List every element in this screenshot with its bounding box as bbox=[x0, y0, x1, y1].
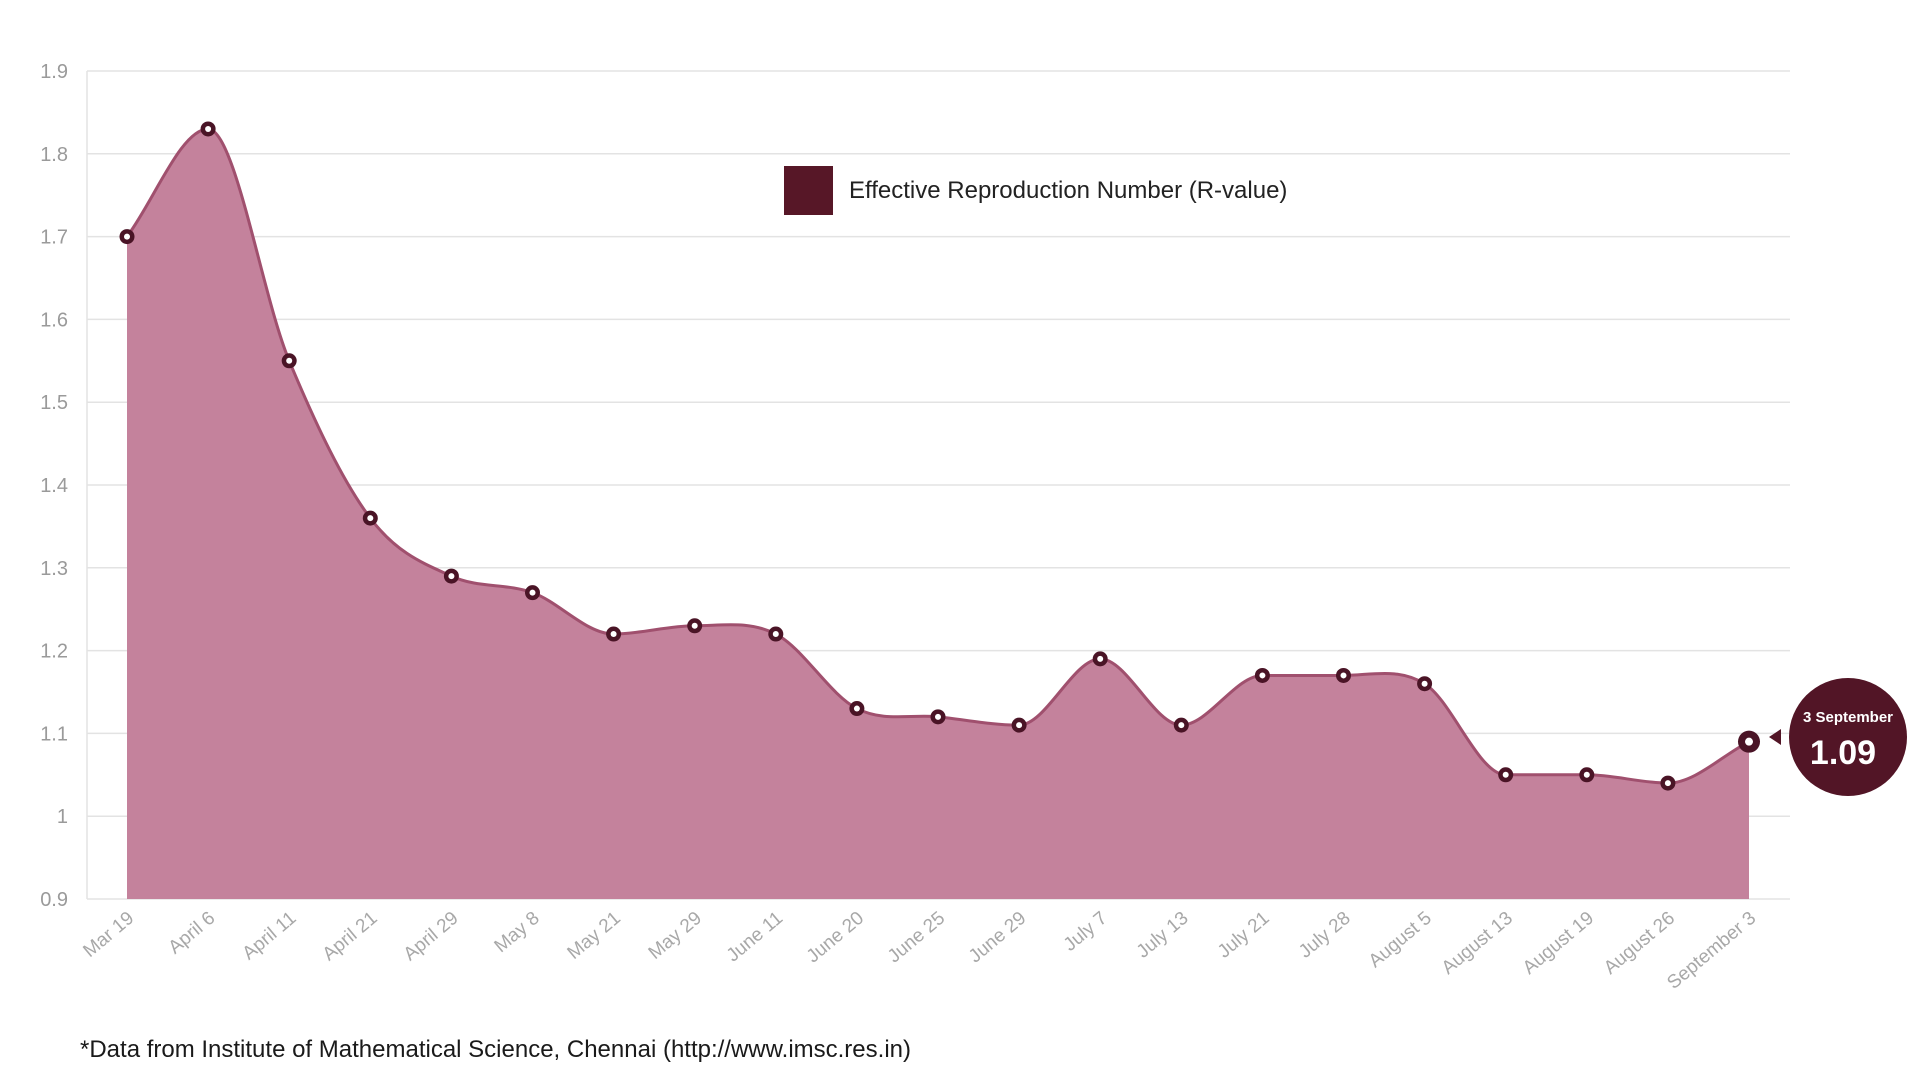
y-tick-label: 1.2 bbox=[40, 641, 68, 663]
x-tick-label: April 6 bbox=[165, 908, 220, 959]
data-point-center bbox=[448, 573, 455, 580]
y-tick-label: 1.9 bbox=[40, 61, 68, 83]
x-tick-label: April 29 bbox=[400, 908, 463, 965]
callout-pointer bbox=[1769, 729, 1781, 745]
x-tick-label: April 11 bbox=[239, 908, 301, 965]
x-tick-label: September 3 bbox=[1663, 908, 1760, 994]
x-tick-label: July 7 bbox=[1060, 908, 1112, 956]
data-point-center bbox=[367, 515, 374, 522]
y-tick-label: 1.5 bbox=[40, 392, 68, 414]
data-point-center bbox=[1583, 771, 1590, 778]
data-point-center bbox=[691, 622, 698, 629]
series-line bbox=[125, 127, 1750, 785]
x-tick-label: July 13 bbox=[1133, 908, 1193, 963]
x-tick-label: August 13 bbox=[1438, 908, 1517, 979]
x-tick-label: Mar 19 bbox=[79, 908, 138, 962]
x-tick-label: July 28 bbox=[1295, 908, 1355, 963]
x-tick-label: June 20 bbox=[803, 908, 868, 968]
data-point-center bbox=[1421, 680, 1428, 687]
callout-date: 3 September bbox=[1803, 709, 1893, 726]
latest-value-callout: 3 September 1.09 bbox=[1769, 678, 1907, 796]
data-point-center bbox=[1178, 722, 1185, 729]
data-point-center bbox=[1340, 672, 1347, 679]
data-point-center bbox=[1502, 771, 1509, 778]
data-point-center bbox=[1016, 722, 1023, 729]
y-tick-label: 1.6 bbox=[40, 309, 68, 331]
y-tick-label: 1.3 bbox=[40, 558, 68, 580]
x-tick-label: May 29 bbox=[645, 908, 706, 964]
data-point-center bbox=[772, 631, 779, 638]
x-tick-label: August 19 bbox=[1519, 908, 1598, 979]
area-fill bbox=[127, 128, 1749, 899]
data-point-center bbox=[610, 631, 617, 638]
data-point-center bbox=[935, 713, 941, 720]
data-point-center bbox=[124, 233, 130, 240]
y-tick-label: 1.7 bbox=[40, 227, 68, 249]
data-point-center bbox=[1664, 780, 1671, 787]
y-axis: 0.9 1 1.1 1.2 1.3 1.4 1.5 1.6 1.7 1.8 1.9 bbox=[40, 61, 68, 911]
x-tick-label: July 21 bbox=[1214, 908, 1274, 963]
y-tick-label: 1.4 bbox=[40, 475, 68, 497]
data-point-center bbox=[205, 125, 212, 132]
x-tick-label: June 11 bbox=[723, 908, 787, 967]
x-tick-label: June 25 bbox=[884, 908, 949, 968]
y-tick-label: 1.1 bbox=[40, 723, 68, 745]
data-point-center bbox=[286, 357, 293, 364]
legend: Effective Reproduction Number (R-value) bbox=[784, 166, 1287, 215]
data-point-center bbox=[1745, 737, 1753, 746]
data-point-center bbox=[529, 589, 536, 596]
callout-value: 1.09 bbox=[1810, 734, 1876, 772]
data-point-center bbox=[1259, 672, 1266, 679]
series-area bbox=[125, 127, 1750, 899]
x-tick-label: May 21 bbox=[564, 908, 625, 964]
data-markers bbox=[119, 121, 1760, 791]
y-tick-label: 0.9 bbox=[40, 889, 68, 911]
x-tick-label: May 8 bbox=[491, 908, 544, 957]
legend-label: Effective Reproduction Number (R-value) bbox=[849, 177, 1287, 204]
data-point-center bbox=[1097, 655, 1104, 662]
legend-swatch bbox=[784, 166, 833, 215]
x-axis: Mar 19 April 6 April 11 April 21 April 29 May… bbox=[79, 908, 1760, 994]
x-tick-label: June 29 bbox=[965, 908, 1030, 968]
data-point-center bbox=[853, 705, 860, 712]
y-tick-label: 1 bbox=[57, 806, 68, 828]
x-tick-label: August 26 bbox=[1600, 908, 1679, 979]
callout-bubble bbox=[1789, 678, 1907, 796]
x-tick-label: April 21 bbox=[319, 908, 382, 965]
source-footnote: *Data from Institute of Mathematical Sci… bbox=[80, 1036, 911, 1063]
y-tick-label: 1.8 bbox=[40, 144, 68, 166]
x-tick-label: August 5 bbox=[1365, 908, 1436, 972]
